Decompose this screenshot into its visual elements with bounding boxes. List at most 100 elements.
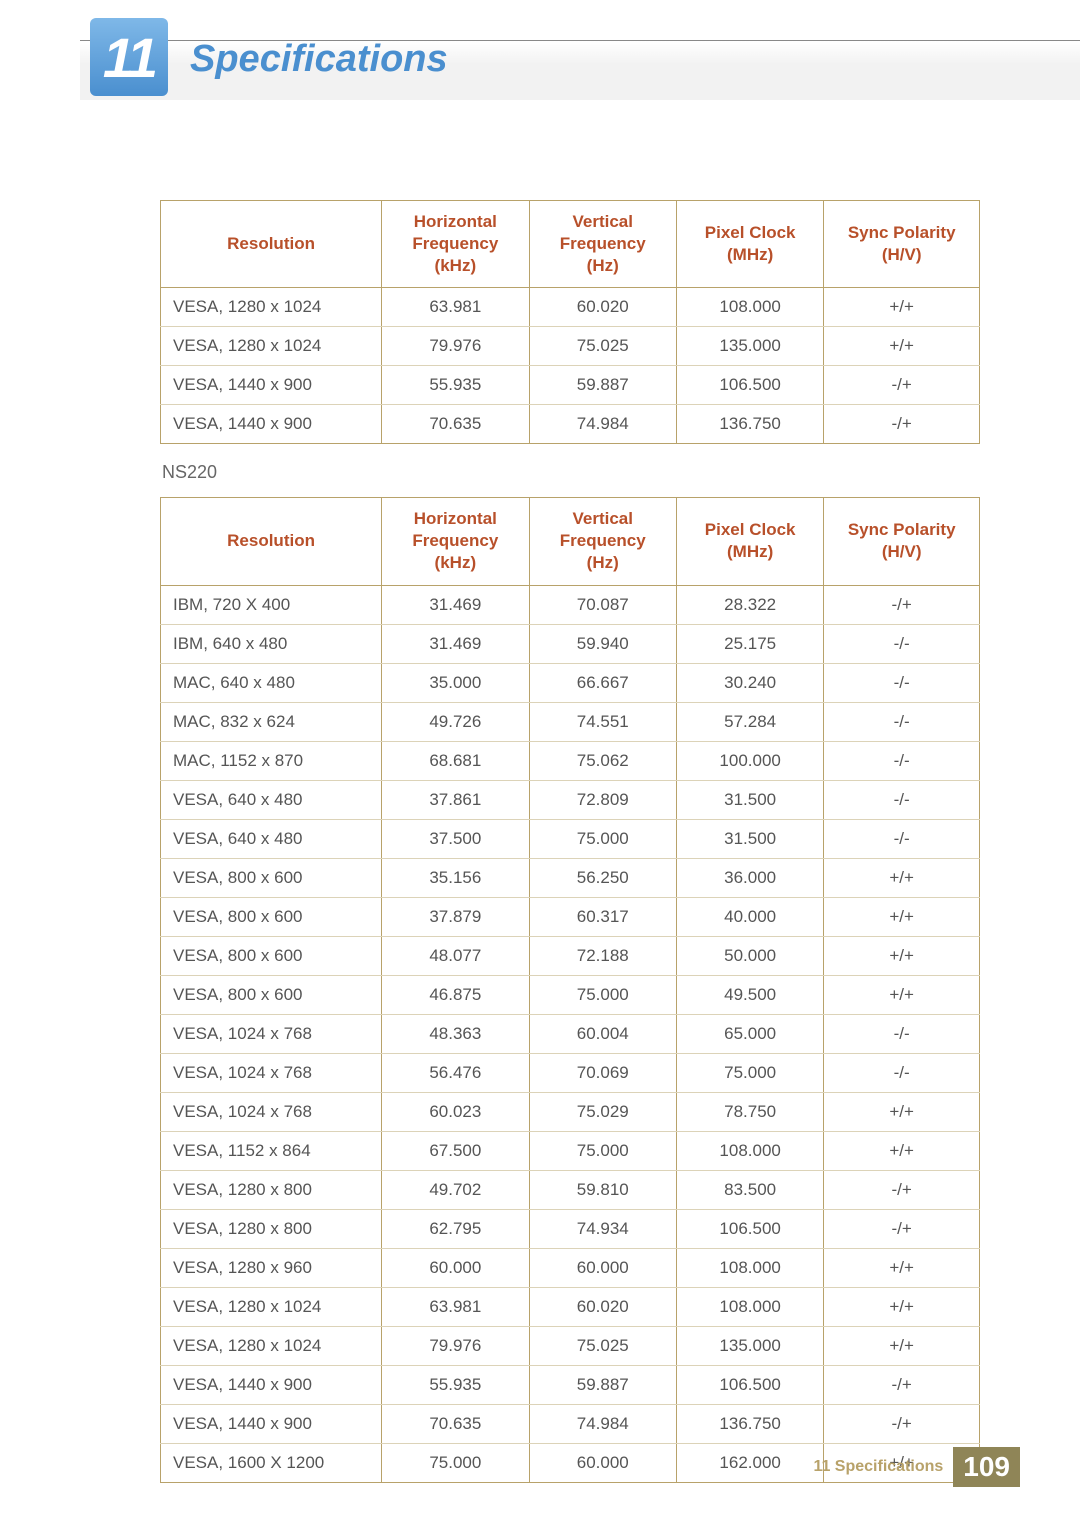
table-cell: 60.000 — [382, 1248, 529, 1287]
table-cell: 62.795 — [382, 1209, 529, 1248]
table-cell: 72.809 — [529, 780, 676, 819]
table-cell: MAC, 640 x 480 — [161, 663, 382, 702]
table-cell: 59.940 — [529, 624, 676, 663]
table-cell: VESA, 800 x 600 — [161, 936, 382, 975]
table-row: VESA, 800 x 60046.87575.00049.500+/+ — [161, 975, 980, 1014]
table-cell: 75.025 — [529, 1326, 676, 1365]
table-cell: VESA, 640 x 480 — [161, 780, 382, 819]
table-cell: 57.284 — [676, 702, 823, 741]
column-header: Sync Polarity(H/V) — [824, 498, 980, 585]
table-cell: VESA, 1280 x 1024 — [161, 1287, 382, 1326]
table-cell: 48.363 — [382, 1014, 529, 1053]
table-cell: VESA, 800 x 600 — [161, 858, 382, 897]
table-row: MAC, 1152 x 87068.68175.062100.000-/- — [161, 741, 980, 780]
table-cell: 74.934 — [529, 1209, 676, 1248]
table-cell: 60.317 — [529, 897, 676, 936]
table-cell: 63.981 — [382, 1287, 529, 1326]
table-cell: -/+ — [824, 1170, 980, 1209]
table-cell: -/- — [824, 780, 980, 819]
table-cell: 78.750 — [676, 1092, 823, 1131]
table-cell: 108.000 — [676, 1287, 823, 1326]
table-cell: 70.069 — [529, 1053, 676, 1092]
table-cell: 75.025 — [529, 327, 676, 366]
table-cell: -/- — [824, 624, 980, 663]
table-cell: 36.000 — [676, 858, 823, 897]
table-cell: MAC, 832 x 624 — [161, 702, 382, 741]
column-header: Pixel Clock(MHz) — [676, 201, 823, 288]
table-cell: 46.875 — [382, 975, 529, 1014]
table-row: VESA, 1440 x 90070.63574.984136.750-/+ — [161, 1404, 980, 1443]
table-cell: 50.000 — [676, 936, 823, 975]
table-cell: +/+ — [824, 936, 980, 975]
table-cell: 49.726 — [382, 702, 529, 741]
table-cell: VESA, 1440 x 900 — [161, 1404, 382, 1443]
table-cell: VESA, 1024 x 768 — [161, 1092, 382, 1131]
column-header: Resolution — [161, 201, 382, 288]
table-cell: VESA, 800 x 600 — [161, 897, 382, 936]
column-header: HorizontalFrequency(kHz) — [382, 498, 529, 585]
column-header: Pixel Clock(MHz) — [676, 498, 823, 585]
spec-table-1: ResolutionHorizontalFrequency(kHz)Vertic… — [160, 200, 980, 444]
column-header: Resolution — [161, 498, 382, 585]
table-cell: VESA, 1280 x 1024 — [161, 1326, 382, 1365]
footer-page-number: 109 — [953, 1447, 1020, 1487]
table-cell: 35.156 — [382, 858, 529, 897]
column-header: Sync Polarity(H/V) — [824, 201, 980, 288]
table-cell: VESA, 1600 X 1200 — [161, 1443, 382, 1482]
table-row: VESA, 1280 x 102479.97675.025135.000+/+ — [161, 1326, 980, 1365]
subheading: NS220 — [162, 462, 980, 483]
table-row: VESA, 1280 x 80062.79574.934106.500-/+ — [161, 1209, 980, 1248]
table-cell: 70.635 — [382, 1404, 529, 1443]
table-cell: 65.000 — [676, 1014, 823, 1053]
table-cell: 67.500 — [382, 1131, 529, 1170]
table-cell: -/+ — [824, 1404, 980, 1443]
table-cell: 25.175 — [676, 624, 823, 663]
content: ResolutionHorizontalFrequency(kHz)Vertic… — [160, 200, 980, 1483]
table-cell: 79.976 — [382, 327, 529, 366]
table-row: IBM, 720 X 40031.46970.08728.322-/+ — [161, 585, 980, 624]
table-cell: IBM, 640 x 480 — [161, 624, 382, 663]
table-cell: MAC, 1152 x 870 — [161, 741, 382, 780]
table-row: MAC, 640 x 48035.00066.66730.240-/- — [161, 663, 980, 702]
table-cell: VESA, 1280 x 1024 — [161, 327, 382, 366]
table-cell: -/- — [824, 741, 980, 780]
table-cell: 35.000 — [382, 663, 529, 702]
table-cell: 63.981 — [382, 288, 529, 327]
table-cell: 74.984 — [529, 405, 676, 444]
table-cell: 59.887 — [529, 1365, 676, 1404]
table-cell: +/+ — [824, 1131, 980, 1170]
table-cell: 100.000 — [676, 741, 823, 780]
table-cell: +/+ — [824, 288, 980, 327]
table-cell: VESA, 1152 x 864 — [161, 1131, 382, 1170]
table-cell: 55.935 — [382, 1365, 529, 1404]
table-cell: 28.322 — [676, 585, 823, 624]
column-header: VerticalFrequency(Hz) — [529, 201, 676, 288]
table-row: MAC, 832 x 62449.72674.55157.284-/- — [161, 702, 980, 741]
table-cell: -/- — [824, 702, 980, 741]
table-cell: -/- — [824, 819, 980, 858]
table-cell: +/+ — [824, 1287, 980, 1326]
table-cell: 40.000 — [676, 897, 823, 936]
table-row: IBM, 640 x 48031.46959.94025.175-/- — [161, 624, 980, 663]
table-cell: 31.469 — [382, 624, 529, 663]
table-cell: +/+ — [824, 327, 980, 366]
table-cell: 60.000 — [529, 1248, 676, 1287]
table-cell: 74.551 — [529, 702, 676, 741]
table-cell: 60.023 — [382, 1092, 529, 1131]
table-cell: 56.476 — [382, 1053, 529, 1092]
table-cell: 136.750 — [676, 405, 823, 444]
table-cell: 106.500 — [676, 1365, 823, 1404]
table-cell: 31.500 — [676, 780, 823, 819]
table-cell: 60.000 — [529, 1443, 676, 1482]
table-cell: VESA, 1440 x 900 — [161, 366, 382, 405]
table-cell: 68.681 — [382, 741, 529, 780]
table-row: VESA, 1024 x 76848.36360.00465.000-/- — [161, 1014, 980, 1053]
table-cell: 75.000 — [382, 1443, 529, 1482]
table-row: VESA, 640 x 48037.50075.00031.500-/- — [161, 819, 980, 858]
table-cell: 108.000 — [676, 1131, 823, 1170]
table-cell: 31.500 — [676, 819, 823, 858]
table-cell: 59.810 — [529, 1170, 676, 1209]
table-cell: IBM, 720 X 400 — [161, 585, 382, 624]
table-cell: VESA, 640 x 480 — [161, 819, 382, 858]
table-cell: 37.861 — [382, 780, 529, 819]
